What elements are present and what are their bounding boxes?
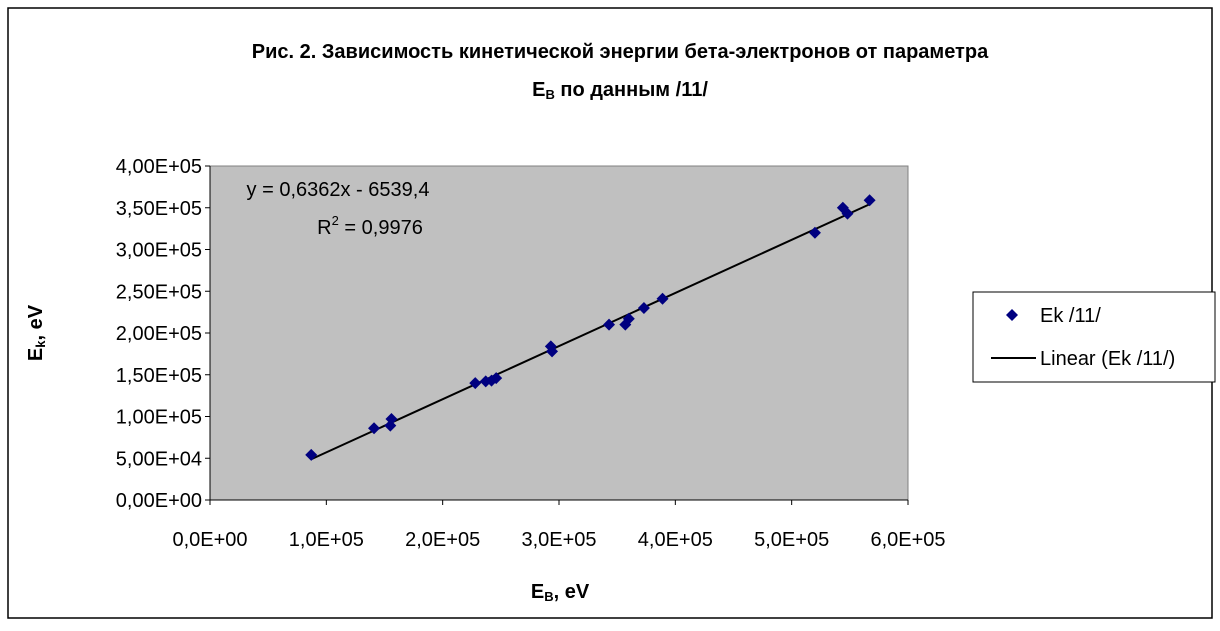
y-axis-title: Ek, eV: [25, 304, 48, 361]
chart-title-subscript: B: [545, 87, 554, 102]
legend-diamond-icon: [1006, 309, 1018, 321]
x-axis-title-symbol: E: [531, 581, 544, 603]
r2-superscript: 2: [332, 213, 339, 228]
legend-box: [972, 291, 1216, 383]
y-tick-label: 3,00E+05: [116, 240, 202, 262]
x-tick-label: 3,0E+05: [521, 529, 596, 551]
data-point-diamond: [385, 413, 398, 426]
data-points: [305, 194, 876, 461]
data-point-diamond: [622, 312, 635, 325]
r2-prefix: R: [317, 217, 331, 239]
y-tick-label: 2,00E+05: [116, 323, 202, 345]
x-axis-title: EB, eV: [531, 581, 590, 604]
y-axis-title-subscript: k: [33, 340, 48, 348]
x-axis-title-rest: , eV: [554, 581, 590, 603]
data-point-diamond: [603, 318, 616, 331]
data-point-diamond: [368, 422, 381, 435]
x-tick-label: 5,0E+05: [754, 529, 829, 551]
trendline-equation: y = 0,6362x - 6539,4: [247, 179, 430, 201]
legend: Ek /11/ Linear (Ek /11/): [972, 291, 1216, 383]
chart-title-line2: EB по данным /11/: [532, 79, 708, 102]
x-tick-label: 6,0E+05: [870, 529, 945, 551]
y-axis-title-symbol: E: [25, 348, 47, 361]
y-tick-label: 3,50E+05: [116, 198, 202, 220]
chart-title-rest: по данным /11/: [555, 79, 709, 101]
legend-series-label: Ek /11/: [1040, 305, 1101, 327]
y-tick-label: 0,00E+00: [116, 490, 202, 512]
data-point-diamond: [863, 194, 876, 207]
x-tick-label: 1,0E+05: [289, 529, 364, 551]
legend-trendline-label: Linear (Ek /11/): [1040, 348, 1175, 370]
data-point-diamond: [841, 207, 854, 220]
x-axis-title-subscript: B: [544, 589, 553, 604]
data-point-diamond: [808, 226, 821, 239]
x-tick-label: 4,0E+05: [638, 529, 713, 551]
x-tick-label: 0,0E+00: [172, 529, 247, 551]
plot-area: [209, 165, 909, 501]
x-tick-label: 2,0E+05: [405, 529, 480, 551]
trendline: [310, 203, 871, 461]
data-point-diamond: [637, 301, 650, 314]
data-point-diamond: [656, 292, 669, 305]
data-point-diamond: [546, 345, 559, 358]
chart-title-line1: Рис. 2. Зависимость кинетической энергии…: [252, 41, 989, 63]
y-tick-label: 2,50E+05: [116, 281, 202, 303]
r2-rest: = 0,9976: [339, 217, 423, 239]
x-axis-ticks: 0,0E+00 1,0E+05 2,0E+05 3,0E+05 4,0E+05 5,0E+…: [172, 500, 946, 551]
trendline-r2: R2 = 0,9976: [317, 213, 423, 239]
y-tick-label: 5,00E+04: [116, 448, 202, 470]
y-tick-label: 1,00E+05: [116, 407, 202, 429]
chart-title-symbol: E: [532, 79, 545, 101]
data-point-diamond: [490, 372, 503, 385]
y-tick-label: 1,50E+05: [116, 365, 202, 387]
data-point-diamond: [469, 377, 482, 390]
data-point-diamond: [305, 448, 318, 461]
y-axis-title-rest: , eV: [25, 304, 47, 340]
y-axis-ticks: 0,00E+00 5,00E+04 1,00E+05 1,50E+05 2,00E+05…: [116, 156, 210, 512]
y-tick-label: 4,00E+05: [116, 156, 202, 178]
